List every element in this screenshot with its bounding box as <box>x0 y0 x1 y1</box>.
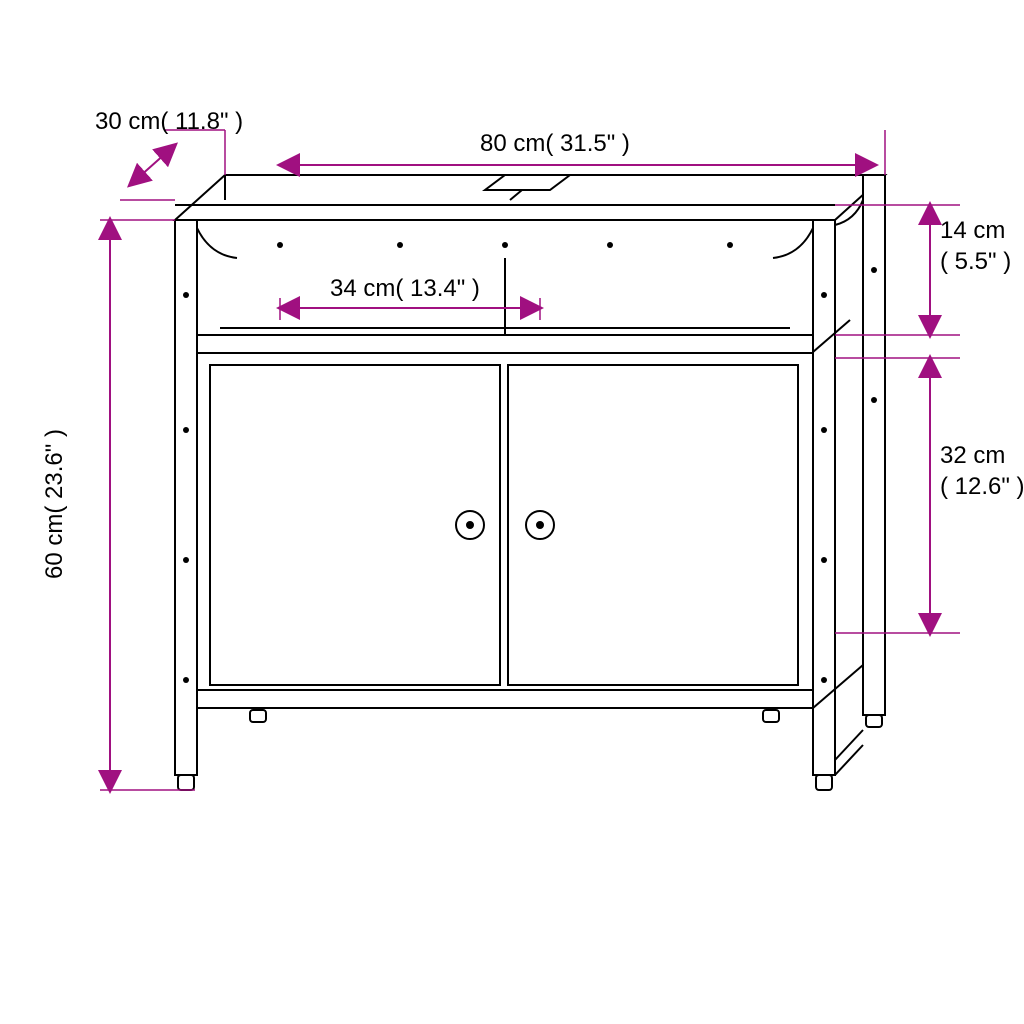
feet <box>178 710 882 790</box>
dim-shelf-width: 34 cm( 13.4" ) <box>330 275 480 303</box>
dim-height: 60 cm( 23.6" ) <box>41 429 69 579</box>
cabinet-top <box>175 175 885 220</box>
dim-door-height: 32 cm( 12.6" ) <box>940 440 1024 502</box>
dim-depth: 30 cm( 11.8" ) <box>95 108 243 136</box>
shelf <box>197 258 850 353</box>
dim-width: 80 cm( 31.5" ) <box>480 130 630 158</box>
dim-top-gap: 14 cm( 5.5" ) <box>940 215 1011 277</box>
